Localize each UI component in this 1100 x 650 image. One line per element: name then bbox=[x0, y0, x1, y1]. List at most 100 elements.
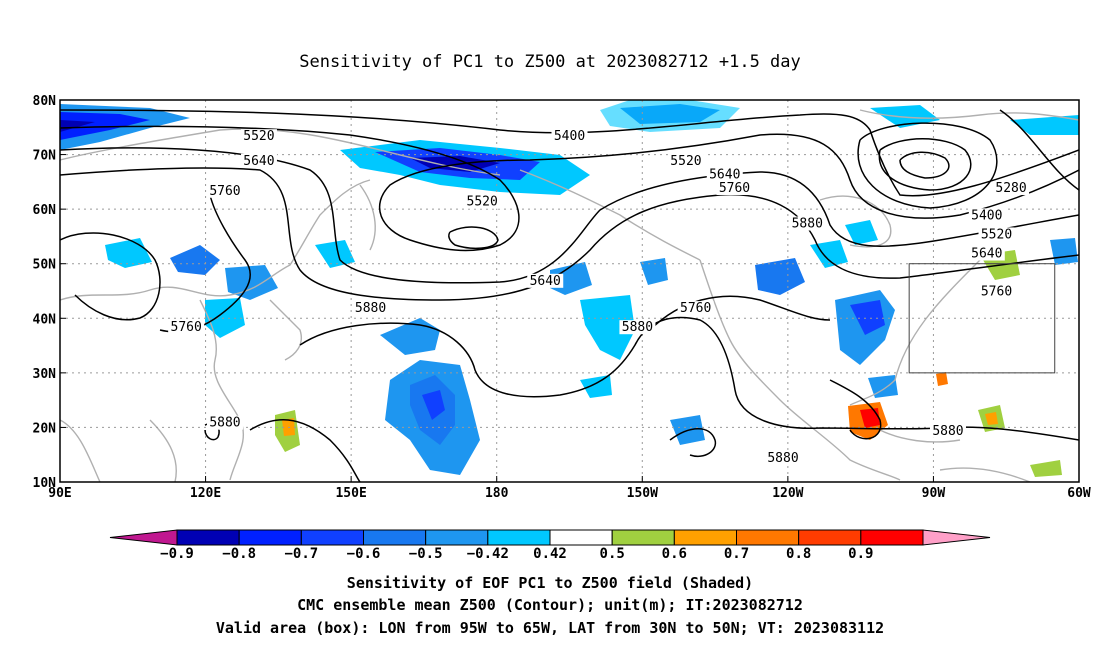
y-tick-label: 20N bbox=[33, 421, 57, 436]
coast-alaska bbox=[519, 169, 701, 261]
shade-arctic-west-core bbox=[60, 112, 150, 140]
contour-label-bg bbox=[527, 273, 564, 288]
contour-label-5760: 5760 bbox=[677, 301, 714, 316]
contour-5640 bbox=[60, 147, 1079, 284]
shade-atlantic-east bbox=[1030, 460, 1062, 477]
colorbar-swatch bbox=[673, 529, 737, 546]
contour-label-text: 5400 bbox=[554, 129, 585, 144]
contour-label-5280: 5280 bbox=[993, 181, 1030, 196]
shade-arctic-west-deep bbox=[60, 120, 95, 132]
contour-label-text: 5640 bbox=[243, 154, 274, 169]
shade-canada-west bbox=[755, 258, 805, 295]
axis-ticks bbox=[59, 99, 1080, 483]
contour-label-5520: 5520 bbox=[240, 129, 277, 144]
coast-siberia-north bbox=[60, 128, 501, 176]
colorbar-label: 0.42 bbox=[533, 546, 567, 562]
coast-china bbox=[199, 299, 245, 481]
contour-label-bg bbox=[206, 183, 243, 198]
contour-label-text: 5760 bbox=[171, 320, 202, 335]
contour-label-bg bbox=[168, 320, 205, 335]
colorbar-swatch bbox=[300, 529, 365, 546]
colorbar-swatch bbox=[487, 529, 551, 546]
contour-label-5520: 5520 bbox=[464, 194, 501, 210]
x-tick-label: 150W bbox=[627, 486, 658, 501]
y-tick-label: 80N bbox=[33, 94, 57, 109]
shade-north-pacific-blob-light bbox=[600, 100, 740, 132]
contour-label-text: 5880 bbox=[932, 424, 963, 439]
contour-label-text: 5640 bbox=[530, 274, 561, 289]
shade-us-southeast-core bbox=[850, 300, 885, 335]
contour-5880-scs bbox=[249, 419, 361, 482]
contour-label-5880: 5880 bbox=[619, 320, 656, 335]
colorbar-label: −0.6 bbox=[347, 546, 381, 562]
contour-label-bg bbox=[240, 129, 277, 144]
colorbar-swatch bbox=[238, 529, 302, 546]
colorbar-swatch bbox=[611, 529, 675, 546]
contour-label-bg bbox=[978, 227, 1015, 242]
contour-label-text: 5640 bbox=[709, 167, 740, 182]
shade-china-north bbox=[225, 265, 278, 300]
y-tick-label: 40N bbox=[33, 312, 57, 327]
contour-5880-north bbox=[60, 232, 161, 321]
shade-labrador bbox=[1050, 238, 1078, 265]
x-tick-label: 60W bbox=[1067, 486, 1091, 501]
colorbar-label: −0.9 bbox=[160, 546, 194, 562]
contour-label-bg bbox=[968, 246, 1005, 261]
contour-5280-low bbox=[899, 151, 950, 179]
colorbar-label: −0.42 bbox=[467, 546, 509, 562]
sensitivity-shading bbox=[60, 100, 1079, 477]
contour-label-text: 5760 bbox=[981, 285, 1012, 300]
coast-indochina bbox=[149, 419, 177, 482]
contour-label-bg bbox=[667, 153, 704, 168]
contour-label-text: 5880 bbox=[792, 217, 823, 232]
contour-label-5880: 5880 bbox=[206, 415, 243, 431]
y-tick-label: 10N bbox=[33, 476, 57, 491]
shade-greenland bbox=[1010, 115, 1079, 135]
caption-shading: Sensitivity of EOF PC1 to Z500 field (Sh… bbox=[347, 574, 753, 592]
contour-label-bg bbox=[206, 415, 243, 430]
coastlines bbox=[60, 109, 1079, 482]
colorbar-label: 0.7 bbox=[724, 546, 749, 562]
y-tick-label: 50N bbox=[33, 258, 57, 273]
contour-label-bg bbox=[677, 301, 714, 316]
contour-label-5760: 5760 bbox=[978, 284, 1015, 300]
contour-label-bg bbox=[789, 216, 826, 231]
contour-label-text: 5880 bbox=[767, 451, 798, 466]
contour-label-bg bbox=[551, 129, 588, 144]
contour-label-text: 5520 bbox=[981, 227, 1012, 242]
shade-mongolia bbox=[170, 245, 220, 275]
x-tick-label: 120W bbox=[772, 486, 803, 501]
contour-label-5640: 5640 bbox=[240, 153, 277, 169]
contour-label-text: 5520 bbox=[467, 195, 498, 210]
contour-label-text: 5520 bbox=[243, 129, 274, 144]
coast-greenland bbox=[859, 109, 1079, 121]
x-tick-label: 180 bbox=[485, 486, 509, 501]
contour-label-5760: 5760 bbox=[168, 320, 205, 335]
colorbar-label: 0.8 bbox=[786, 546, 811, 562]
contour-label-5520: 5520 bbox=[667, 153, 704, 169]
shade-subtropical bbox=[580, 375, 612, 398]
contour-label-text: 5760 bbox=[719, 181, 750, 196]
caption-contour: CMC ensemble mean Z500 (Contour); unit(m… bbox=[297, 596, 803, 614]
colorbar-label: −0.7 bbox=[284, 546, 318, 562]
shade-gulf-mexico bbox=[868, 375, 898, 398]
colorbar-label: −0.8 bbox=[222, 546, 256, 562]
coast-asia-east bbox=[60, 179, 371, 301]
contour-label-5640: 5640 bbox=[968, 246, 1005, 262]
contour-label-5640: 5640 bbox=[706, 167, 743, 182]
plot-frame bbox=[59, 99, 1080, 483]
contour-label-5880: 5880 bbox=[765, 451, 802, 466]
contour-label-5400: 5400 bbox=[968, 208, 1005, 223]
shade-bc-coast bbox=[640, 258, 668, 285]
colorbar-labels: −0.9 −0.8 −0.7 −0.6 −0.5 −0.42 0.42 0.5 0.6 0.7 0.… bbox=[160, 546, 873, 562]
shade-bermuda bbox=[936, 372, 948, 386]
contour-label-text: 5880 bbox=[355, 301, 386, 316]
contour-5880-tropical-low bbox=[669, 428, 717, 457]
contour-label-bg bbox=[240, 153, 277, 168]
figure-title: Sensitivity of PC1 to Z500 at 2023082712… bbox=[299, 52, 801, 72]
contour-label-5400: 5400 bbox=[551, 129, 588, 144]
contour-label-5880: 5880 bbox=[352, 301, 389, 316]
shade-okhotsk bbox=[315, 240, 355, 268]
